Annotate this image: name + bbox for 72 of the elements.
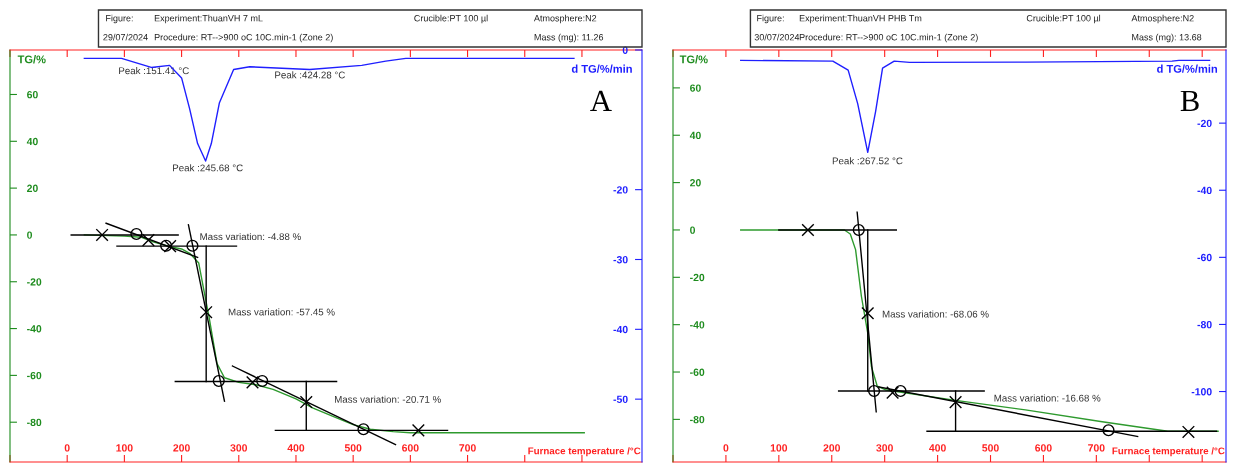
x-tick-label: 400: [929, 444, 946, 452]
x-tick-label: 300: [230, 444, 248, 452]
text: Mass (mg): 13.68: [1132, 33, 1202, 43]
text: Crucible:PT 100 µl: [1026, 14, 1101, 24]
y-tick-label: -40: [690, 321, 705, 329]
y-tick-label: 20: [690, 179, 701, 187]
y2-tick-label: -20: [613, 186, 628, 194]
text: Procedure: RT-->900 oC 10C.min-1 (Zone 2): [154, 33, 333, 43]
y-tick-label: 0: [27, 231, 33, 239]
y2-tick-label: -40: [613, 325, 628, 334]
y2-tick-label: -20: [1197, 119, 1212, 128]
x-axis-title: Furnace temperature /°C: [528, 447, 641, 457]
text: Experiment:ThuanVH 7 mL: [154, 14, 263, 24]
x-tick-label: 300: [876, 444, 893, 452]
y2-axis-title: d TG/%/min: [1157, 64, 1218, 73]
y-tick-label: 40: [689, 131, 701, 140]
y2-tick-label: -100: [1191, 388, 1212, 396]
text: Mass (mg): 11.26: [534, 33, 604, 43]
x-tick-label: 200: [173, 444, 190, 452]
y-tick-label: -80: [27, 418, 42, 427]
x-tick-label: 600: [402, 444, 419, 452]
x-tick-label: 700: [1088, 444, 1105, 452]
y-tick-label: 20: [27, 184, 38, 192]
x-tick-label: 500: [982, 444, 999, 452]
text: A: [590, 90, 612, 111]
x-tick-label: 700: [459, 444, 476, 452]
y-axis-title: TG/%: [679, 55, 708, 64]
x-tick-label: 200: [823, 444, 841, 452]
text: Procedure: RT-->900 oC 10C.min-1 (Zone 2): [799, 33, 978, 43]
y-tick-label: -20: [690, 273, 705, 282]
y-tick-label: -40: [27, 325, 42, 333]
x-tick-label: 500: [344, 444, 362, 452]
text: Atmosphere:N2: [1131, 14, 1194, 24]
text: Figure:: [757, 14, 784, 24]
text: 29/07/2024: [103, 33, 148, 41]
annotation: Peak :245.68 °C: [173, 164, 243, 172]
text: Atmosphere:N2: [533, 14, 597, 24]
text: Figure:: [106, 14, 133, 24]
x-tick-label: 0: [723, 444, 729, 452]
y-tick-label: 60: [27, 90, 38, 99]
y-tick-label: 0: [690, 226, 696, 234]
annotation: Mass variation: -57.45 %: [228, 308, 335, 316]
y2-tick-label: -50: [613, 395, 628, 404]
annotation: Peak :267.52 °C: [832, 157, 903, 165]
x-axis-title: Furnace temperature /°C: [1112, 447, 1225, 457]
annotation: Mass variation: -16.68 %: [994, 394, 1101, 402]
annotation: Mass variation: -4.88 %: [200, 232, 301, 241]
y2-tick-label: -80: [1197, 320, 1212, 329]
annotation: Mass variation: -68.06 %: [882, 310, 989, 318]
x-tick-label: 600: [1035, 444, 1052, 452]
y2-tick-label: 0: [622, 46, 628, 54]
y2-tick-label: -40: [1197, 186, 1212, 195]
y-tick-label: -60: [690, 368, 705, 376]
text: B: [1180, 90, 1199, 111]
y2-tick-label: -60: [1197, 253, 1212, 262]
annotation: Peak :424.28 °C: [275, 71, 345, 79]
x-tick-label: 100: [116, 444, 133, 452]
text: Crucible:PT 100 µl: [414, 14, 488, 24]
y2-axis-title: d TG/%/min: [571, 64, 632, 73]
y-tick-label: 40: [26, 137, 38, 146]
x-tick-label: 100: [770, 444, 788, 452]
y-axis-title: TG/%: [17, 55, 46, 64]
text: 30/07/2024: [754, 33, 800, 41]
annotation: Mass variation: -20.71 %: [335, 395, 441, 403]
y2-tick-label: -30: [613, 255, 628, 264]
x-tick-label: 0: [64, 444, 70, 452]
x-tick-label: 400: [287, 444, 305, 452]
y-tick-label: -20: [27, 278, 42, 286]
text: Experiment:ThuanVH PHB Tm: [799, 14, 922, 24]
y-tick-label: 60: [690, 84, 701, 92]
y-tick-label: -60: [27, 371, 42, 380]
y-tick-label: -80: [690, 415, 705, 424]
